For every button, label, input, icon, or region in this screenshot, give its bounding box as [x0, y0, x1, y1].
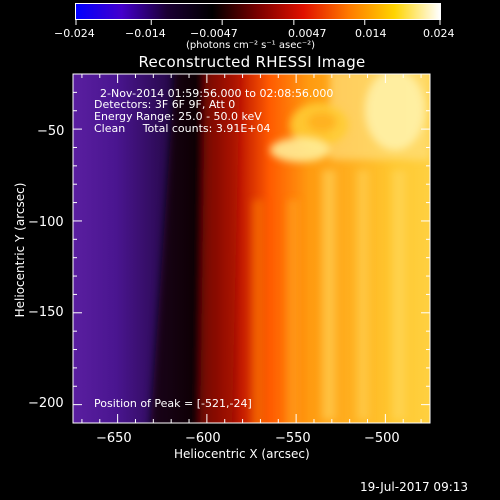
- colorbar-tick-label: 0.014: [355, 27, 387, 40]
- colorbar-units-label: (photons cm⁻² s⁻¹ asec⁻²): [186, 40, 316, 51]
- red-band: [200, 74, 240, 423]
- y-tick-label: −200: [28, 396, 64, 411]
- x-tick-label: −600: [185, 431, 221, 446]
- heatmap: [73, 74, 430, 423]
- x-tick-label: −550: [275, 431, 311, 446]
- y-axis-label: Heliocentric Y (arcsec): [13, 182, 27, 318]
- dark-band: [150, 74, 205, 423]
- info-clean-counts: Clean Total counts: 3.91E+04: [94, 122, 271, 135]
- axes: [72, 73, 431, 424]
- info-detectors: Detectors: 3F 6F 9F, Att 0: [94, 98, 236, 111]
- plot-frame: [72, 73, 431, 424]
- streak-5: [287, 200, 299, 423]
- colorbar-tick-label: 0.024: [423, 27, 455, 40]
- streak-1: [322, 170, 336, 420]
- peak-position-text: Position of Peak = [-521,-24]: [94, 397, 252, 410]
- colorbar-ticks: [75, 20, 441, 25]
- y-tick-label: −50: [37, 124, 65, 139]
- y-tick-label: −150: [28, 305, 64, 320]
- footer-timestamp: 19-Jul-2017 09:13: [360, 480, 469, 494]
- y-tick-label: −100: [28, 215, 64, 230]
- streak-3: [392, 170, 406, 420]
- x-tick-label: −650: [96, 431, 132, 446]
- x-axis-label: Heliocentric X (arcsec): [174, 447, 310, 461]
- heatmap-features: [150, 74, 430, 423]
- image-title: Reconstructed RHESSI Image: [138, 53, 366, 71]
- streak-4: [252, 200, 264, 423]
- colorbar-tick-label: 0.0047: [288, 27, 327, 40]
- peak-loop-inner: [307, 112, 337, 132]
- bright-arc: [270, 138, 330, 162]
- colorbar-tick-label: −0.014: [125, 27, 166, 40]
- x-tick-label: −500: [364, 431, 400, 446]
- colorbar: [75, 3, 441, 20]
- bright-east-region: [365, 74, 425, 150]
- info-time-range: 2-Nov-2014 01:59:56.000 to 02:08:56.000: [100, 87, 334, 100]
- streak-2: [357, 170, 369, 420]
- colorbar-tick-label: −0.0047: [190, 27, 238, 40]
- info-energy-range: Energy Range: 25.0 - 50.0 keV: [94, 110, 262, 123]
- colorbar-tick-label: −0.024: [54, 27, 95, 40]
